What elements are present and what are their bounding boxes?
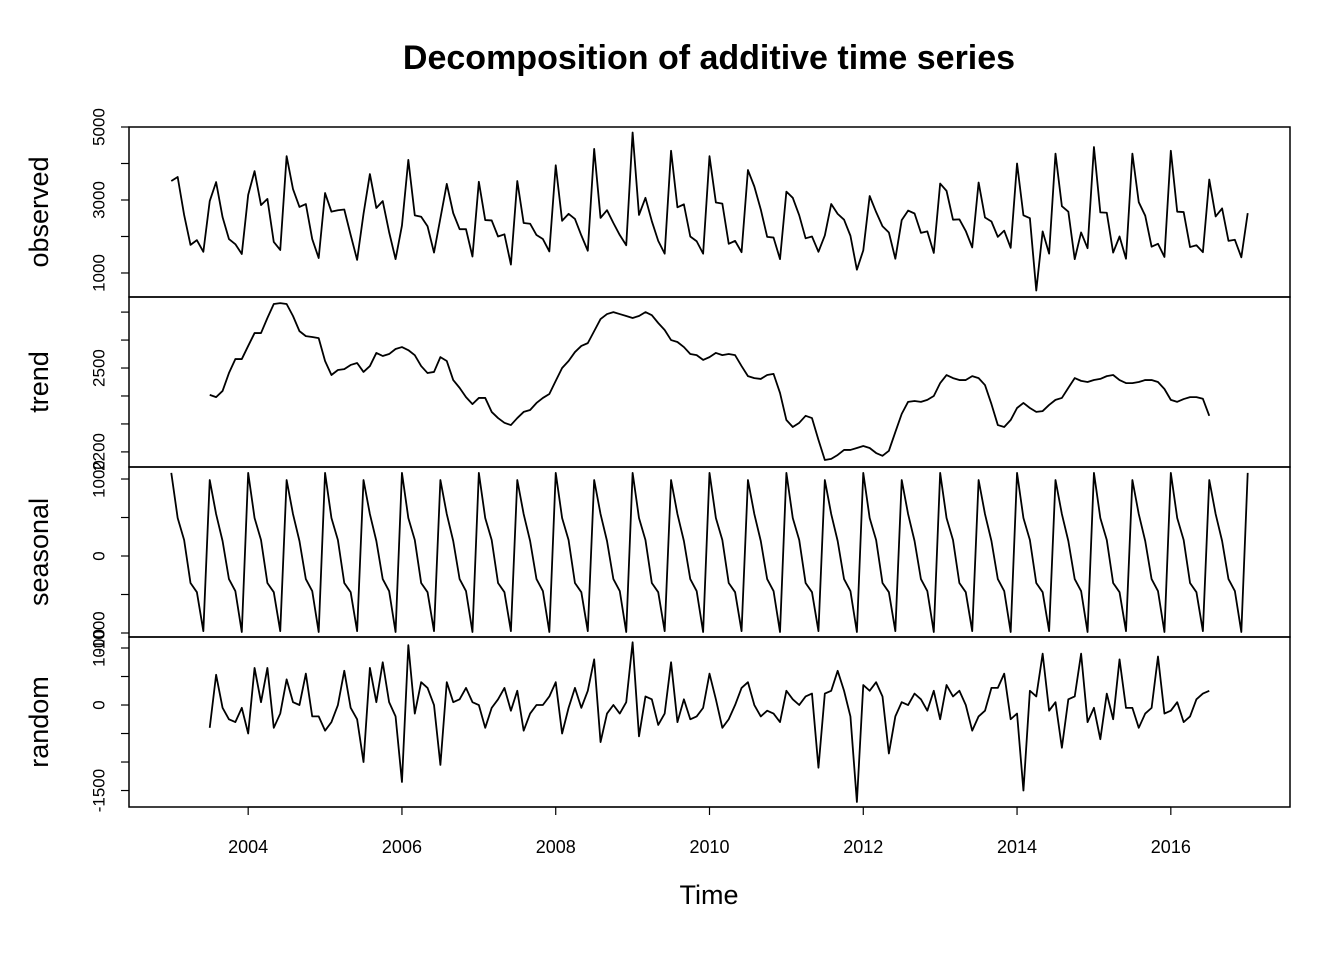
- panel-frame: [128, 296, 1291, 468]
- y-axis-label: trend: [24, 351, 54, 413]
- y-axis-label: seasonal: [24, 498, 54, 606]
- x-tick-label: 2014: [997, 837, 1037, 857]
- y-tick-label: 2500: [89, 349, 108, 387]
- chart-title: Decomposition of additive time series: [403, 39, 1015, 77]
- y-tick-label: -1000: [89, 611, 108, 654]
- series-line: [170, 131, 1249, 292]
- x-tick-label: 2012: [843, 837, 883, 857]
- x-tick-label: 2006: [382, 837, 422, 857]
- y-tick-label: -1500: [89, 769, 108, 812]
- series-line: [170, 471, 1249, 633]
- y-tick-label: 1000: [89, 460, 108, 498]
- y-tick-label: 0: [89, 551, 108, 560]
- y-tick-label: 0: [89, 700, 108, 709]
- y-tick-label: 2200: [89, 433, 108, 471]
- x-tick-label: 2004: [228, 837, 268, 857]
- x-tick-label: 2016: [1151, 837, 1191, 857]
- y-tick-label: 1000: [89, 254, 108, 292]
- series-line: [209, 302, 1211, 461]
- x-tick-label: 2010: [689, 837, 729, 857]
- panel-frame: [128, 126, 1291, 298]
- x-axis-label: Time: [680, 880, 739, 910]
- series-line: [208, 641, 1210, 803]
- y-axis-label: observed: [24, 156, 54, 267]
- y-tick-label: 5000: [89, 108, 108, 146]
- y-tick-label: 3000: [89, 181, 108, 219]
- panel-frame: [128, 636, 1291, 808]
- y-tick-label: 1000: [89, 629, 108, 667]
- y-axis-label: random: [24, 676, 54, 768]
- x-tick-label: 2008: [536, 837, 576, 857]
